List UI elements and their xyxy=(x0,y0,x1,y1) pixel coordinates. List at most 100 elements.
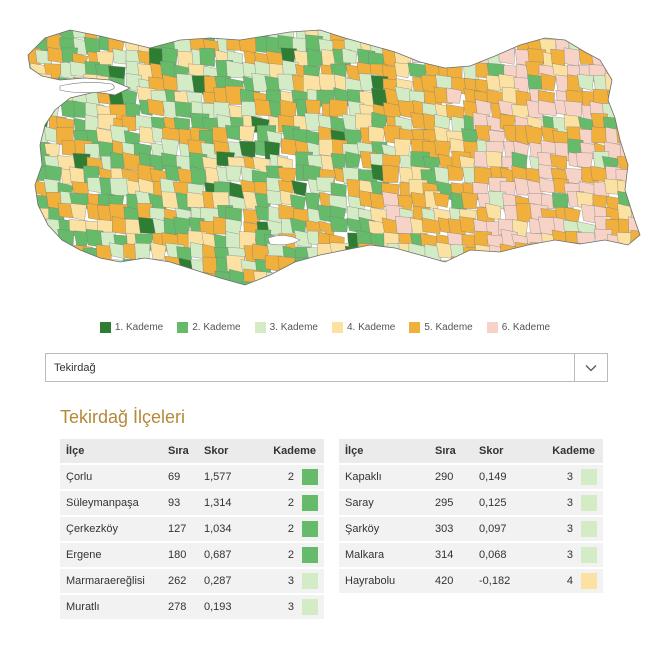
district-region[interactable] xyxy=(451,256,468,274)
district-region[interactable] xyxy=(386,23,406,42)
district-region[interactable] xyxy=(524,125,543,145)
district-region[interactable] xyxy=(20,140,37,159)
district-region[interactable] xyxy=(160,273,177,290)
district-region[interactable] xyxy=(360,257,380,275)
district-region[interactable] xyxy=(633,47,650,67)
district-region[interactable] xyxy=(48,282,66,299)
map-svg[interactable] xyxy=(0,0,650,310)
district-region[interactable] xyxy=(367,284,387,302)
district-region[interactable] xyxy=(225,284,246,303)
district-region[interactable] xyxy=(643,247,650,264)
district-region[interactable] xyxy=(341,47,358,64)
district-region[interactable] xyxy=(135,281,152,299)
district-region[interactable] xyxy=(435,22,452,39)
district-region[interactable] xyxy=(345,151,361,168)
district-region[interactable] xyxy=(21,88,38,108)
district-region[interactable] xyxy=(423,37,441,54)
district-region[interactable] xyxy=(487,24,504,42)
district-region[interactable] xyxy=(228,23,246,39)
district-region[interactable] xyxy=(476,39,493,57)
district-region[interactable] xyxy=(18,112,37,131)
district-region[interactable] xyxy=(448,22,468,39)
district-region[interactable] xyxy=(581,37,598,54)
district-region[interactable] xyxy=(178,22,197,39)
district-region[interactable] xyxy=(33,271,50,290)
district-region[interactable] xyxy=(550,23,567,40)
district-region[interactable] xyxy=(629,23,649,42)
district-region[interactable] xyxy=(631,77,649,97)
district-region[interactable] xyxy=(551,229,568,248)
district-region[interactable] xyxy=(35,244,53,261)
district-region[interactable] xyxy=(563,47,581,67)
district-region[interactable] xyxy=(393,138,412,157)
district-region[interactable] xyxy=(329,98,348,117)
district-region[interactable] xyxy=(294,257,314,277)
district-region[interactable] xyxy=(225,165,242,182)
district-region[interactable] xyxy=(321,271,339,288)
district-region[interactable] xyxy=(282,284,300,302)
district-region[interactable] xyxy=(646,131,650,146)
district-region[interactable] xyxy=(18,260,36,277)
district-region[interactable] xyxy=(619,245,636,266)
district-region[interactable] xyxy=(447,165,466,181)
province-select-value[interactable]: Tekirdağ xyxy=(54,361,96,374)
district-region[interactable] xyxy=(371,247,390,265)
district-region[interactable] xyxy=(553,257,571,275)
district-region[interactable] xyxy=(645,229,650,246)
turkey-district-map[interactable] xyxy=(0,0,650,310)
district-region[interactable] xyxy=(346,284,365,301)
district-region[interactable] xyxy=(516,21,533,39)
district-region[interactable] xyxy=(21,127,40,144)
district-region[interactable] xyxy=(160,26,180,43)
district-region[interactable] xyxy=(411,33,429,51)
district-region[interactable] xyxy=(370,233,386,250)
district-region[interactable] xyxy=(540,72,557,92)
district-region[interactable] xyxy=(61,286,77,304)
district-region[interactable] xyxy=(239,125,256,143)
district-region[interactable] xyxy=(620,100,637,120)
district-region[interactable] xyxy=(294,268,310,287)
district-region[interactable] xyxy=(45,244,64,262)
district-region[interactable] xyxy=(124,283,144,302)
district-region[interactable] xyxy=(306,267,325,285)
district-region[interactable] xyxy=(474,166,492,185)
district-region[interactable] xyxy=(368,125,386,143)
district-region[interactable] xyxy=(306,48,323,67)
district-region[interactable] xyxy=(82,284,99,300)
district-region[interactable] xyxy=(120,273,140,290)
district-region[interactable] xyxy=(22,281,39,300)
district-region[interactable] xyxy=(369,268,386,288)
district-region[interactable] xyxy=(607,255,626,275)
district-region[interactable] xyxy=(162,285,177,302)
district-region[interactable] xyxy=(630,59,648,78)
district-region[interactable] xyxy=(459,270,478,287)
district-region[interactable] xyxy=(537,99,557,116)
district-region[interactable] xyxy=(577,259,594,276)
district-region[interactable] xyxy=(450,49,467,65)
district-region[interactable] xyxy=(436,37,454,54)
district-region[interactable] xyxy=(642,220,650,236)
district-region[interactable] xyxy=(619,272,637,289)
district-region[interactable] xyxy=(410,286,426,305)
district-region[interactable] xyxy=(380,258,401,279)
district-region[interactable] xyxy=(630,282,646,301)
district-region[interactable] xyxy=(95,21,113,40)
district-region[interactable] xyxy=(592,286,610,301)
district-region[interactable] xyxy=(619,87,639,106)
district-region[interactable] xyxy=(646,38,650,57)
district-region[interactable] xyxy=(477,260,494,278)
district-region[interactable] xyxy=(463,259,481,278)
district-region[interactable] xyxy=(473,150,491,168)
district-region[interactable] xyxy=(44,270,63,287)
district-region[interactable] xyxy=(42,78,62,95)
district-region[interactable] xyxy=(317,284,335,303)
district-region[interactable] xyxy=(357,268,375,286)
district-region[interactable] xyxy=(84,260,102,280)
district-region[interactable] xyxy=(578,280,595,299)
district-region[interactable] xyxy=(628,193,647,213)
district-region[interactable] xyxy=(485,273,503,291)
district-region[interactable] xyxy=(576,232,596,250)
district-region[interactable] xyxy=(616,49,633,66)
district-region[interactable] xyxy=(369,258,389,277)
district-region[interactable] xyxy=(564,241,581,260)
